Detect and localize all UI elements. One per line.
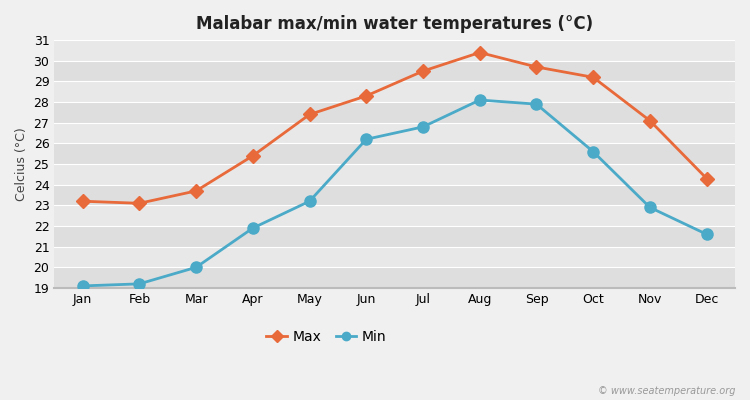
Legend: Max, Min: Max, Min	[261, 325, 392, 350]
Line: Min: Min	[77, 94, 712, 292]
Min	[532, 102, 541, 106]
Min	[305, 199, 314, 204]
Min	[476, 98, 484, 102]
Max	[476, 50, 484, 55]
Bar	[54, 102, 735, 123]
Max	[135, 201, 144, 206]
Bar	[54, 205, 735, 226]
Bar	[54, 40, 735, 61]
Title: Malabar max/min water temperatures (°C): Malabar max/min water temperatures (°C)	[196, 15, 593, 33]
Bar	[54, 267, 735, 288]
Min	[248, 226, 257, 230]
Bar	[54, 123, 735, 143]
Bar	[54, 143, 735, 164]
Max	[646, 118, 655, 123]
Max	[419, 69, 428, 74]
Bar	[54, 247, 735, 267]
Bar	[54, 226, 735, 247]
Max	[78, 199, 87, 204]
Bar	[54, 61, 735, 82]
Max	[702, 176, 711, 181]
Max	[532, 64, 541, 69]
Y-axis label: Celcius (°C): Celcius (°C)	[15, 127, 28, 201]
Line: Max: Max	[78, 48, 712, 208]
Bar	[54, 185, 735, 205]
Min	[191, 265, 200, 270]
Max	[248, 153, 257, 158]
Min	[419, 124, 428, 129]
Min	[646, 205, 655, 210]
Min	[135, 282, 144, 286]
Min	[78, 284, 87, 288]
Max	[589, 75, 598, 80]
Max	[362, 94, 370, 98]
Max	[305, 112, 314, 117]
Bar	[54, 164, 735, 185]
Max	[191, 188, 200, 193]
Bar	[54, 82, 735, 102]
Min	[702, 232, 711, 237]
Text: © www.seatemperature.org: © www.seatemperature.org	[598, 386, 735, 396]
Min	[589, 149, 598, 154]
Min	[362, 137, 370, 142]
